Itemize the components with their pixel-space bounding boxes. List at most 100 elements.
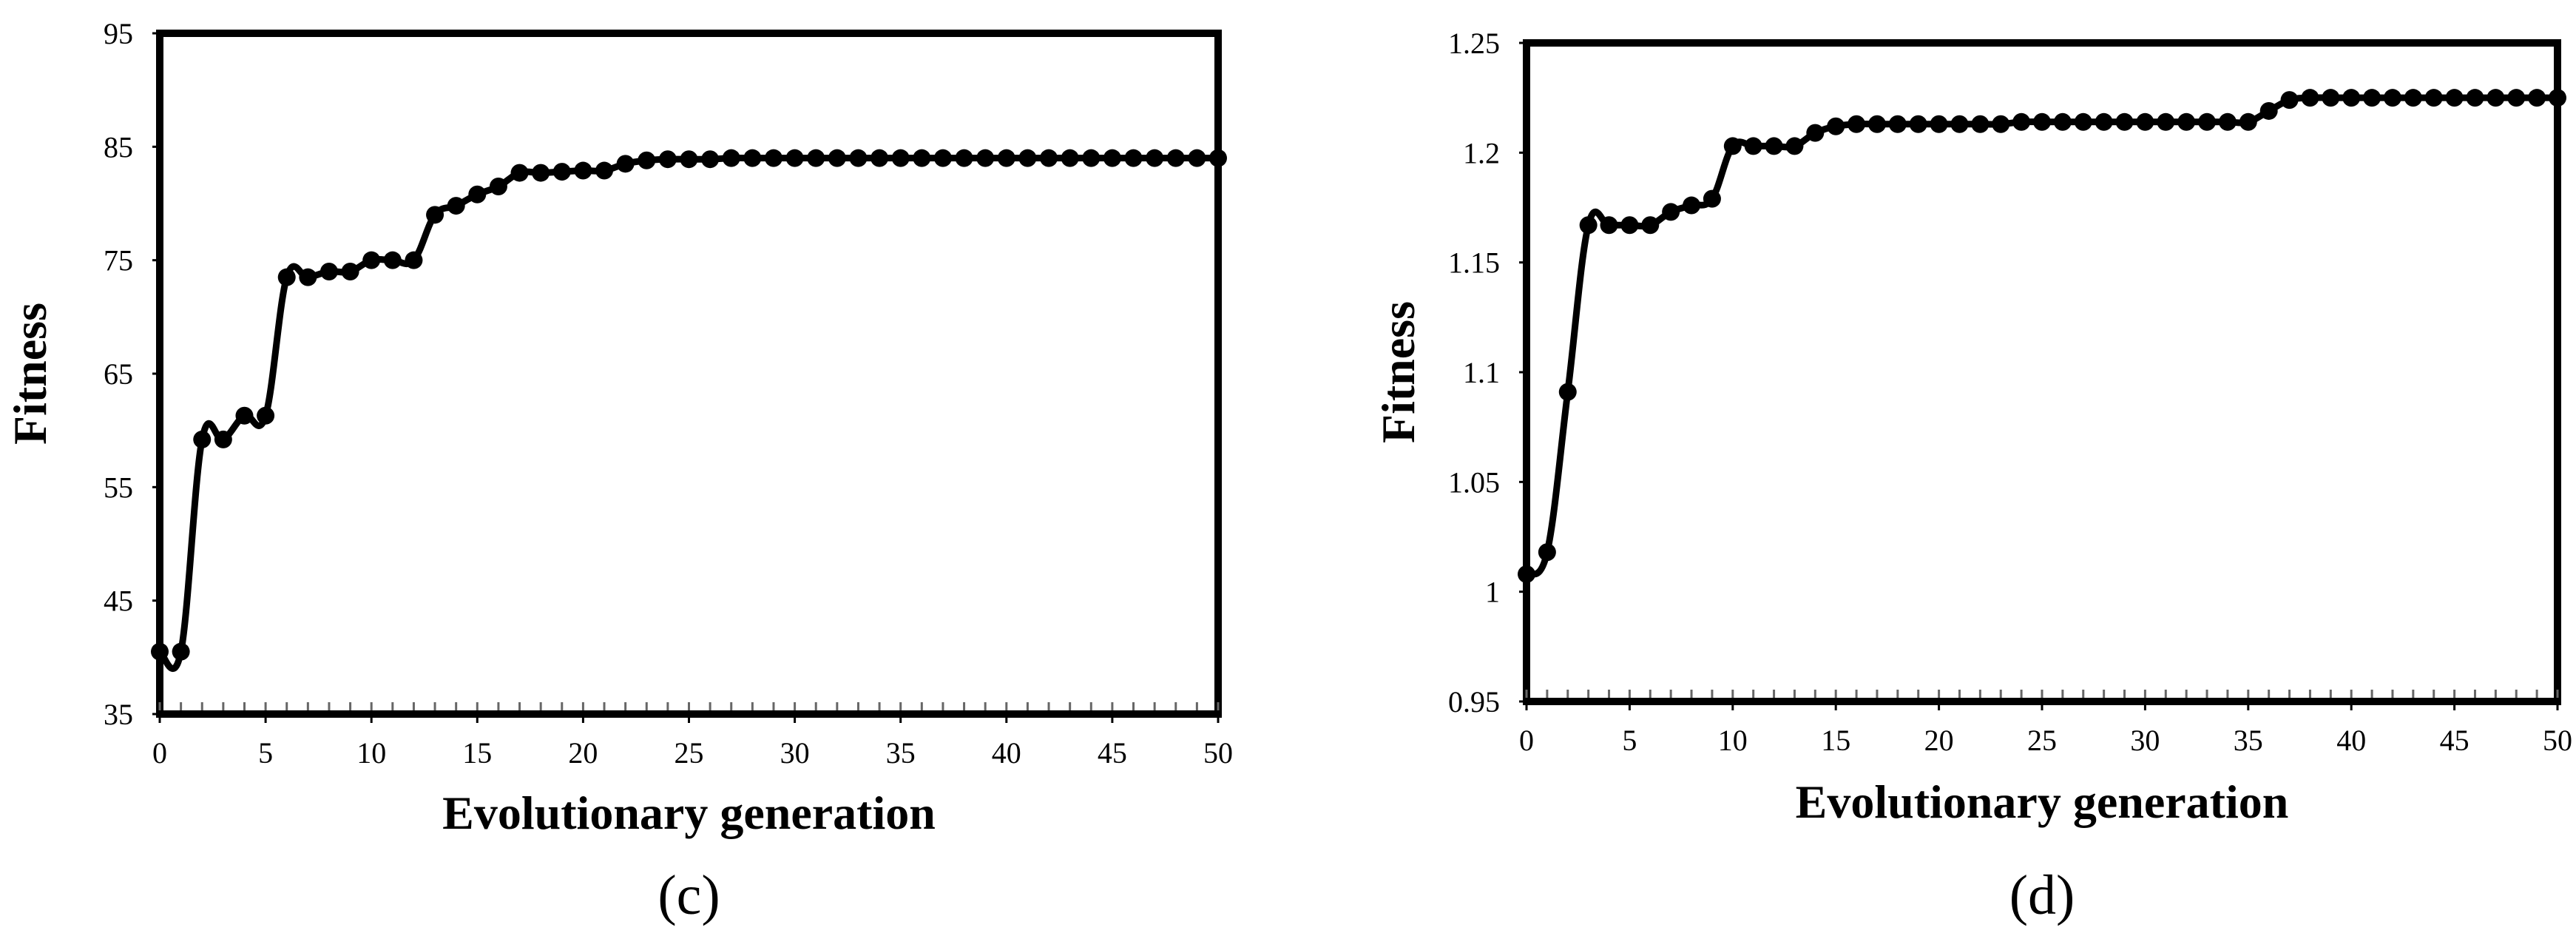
data-point <box>1683 196 1701 215</box>
data-point <box>1848 115 1866 133</box>
data-point <box>743 149 762 167</box>
x-tick-label: 25 <box>675 736 704 770</box>
data-point <box>764 149 782 167</box>
data-point <box>2342 89 2361 107</box>
x-tick-label: 20 <box>568 736 598 770</box>
data-point <box>595 161 614 180</box>
data-point <box>997 149 1015 167</box>
data-point <box>849 149 868 167</box>
data-point <box>1082 149 1101 167</box>
data-point <box>193 430 212 448</box>
data-point <box>1166 149 1185 167</box>
x-tick-label: 25 <box>2027 724 2057 757</box>
data-point <box>680 150 698 169</box>
data-point <box>1992 115 2010 133</box>
data-point <box>299 268 317 286</box>
data-point <box>1827 117 1845 135</box>
data-point <box>1188 149 1206 167</box>
data-point <box>2095 112 2113 131</box>
x-tick-label: 10 <box>356 736 386 770</box>
x-tick-label: 5 <box>258 736 273 770</box>
data-point <box>658 150 677 169</box>
data-point <box>976 149 995 167</box>
y-tick-label: 1.05 <box>1448 465 1500 499</box>
x-tick-label: 30 <box>2130 724 2160 757</box>
data-point <box>1971 115 1990 133</box>
x-axis-title: Evolutionary generation <box>1796 775 2289 828</box>
data-point <box>871 149 889 167</box>
data-point <box>2259 101 2278 120</box>
data-point <box>1040 149 1058 167</box>
data-point <box>1124 149 1143 167</box>
y-tick-label: 1.25 <box>1448 27 1500 60</box>
data-point <box>1744 137 1762 155</box>
data-point <box>172 642 190 661</box>
data-point <box>2466 89 2484 107</box>
data-point <box>235 406 254 425</box>
data-point <box>2507 89 2526 107</box>
data-point <box>891 149 910 167</box>
data-point <box>2487 89 2505 107</box>
series-line <box>1524 94 2558 578</box>
data-point <box>2157 112 2175 131</box>
data-point <box>2198 112 2217 131</box>
x-tick-label: 0 <box>1519 724 1534 757</box>
data-point <box>2218 112 2237 131</box>
x-tick-label: 50 <box>2543 724 2572 757</box>
data-point <box>510 164 529 182</box>
y-tick-label: 65 <box>104 357 133 391</box>
data-point <box>1930 115 1948 133</box>
data-point <box>2383 89 2401 107</box>
data-point <box>2445 89 2464 107</box>
data-point <box>1888 115 1907 133</box>
x-tick-label: 50 <box>1203 736 1233 770</box>
data-point <box>2363 89 2381 107</box>
y-tick-label: 1.2 <box>1463 136 1500 169</box>
y-axis-title: Fitness <box>1372 301 1424 443</box>
data-point <box>2528 89 2546 107</box>
data-point <box>426 206 444 224</box>
data-point <box>2424 89 2443 107</box>
data-point <box>341 263 359 280</box>
data-point <box>616 155 635 173</box>
x-tick-label: 45 <box>2440 724 2469 757</box>
y-tick-label: 75 <box>104 244 133 277</box>
data-point <box>468 185 487 203</box>
y-tick-label: 0.95 <box>1448 685 1500 718</box>
data-point <box>701 150 720 169</box>
data-point <box>2136 112 2154 131</box>
data-point <box>1703 189 1721 208</box>
y-axis-title: Fitness <box>4 303 56 445</box>
y-tick-label: 95 <box>104 17 133 50</box>
data-point <box>320 263 338 280</box>
x-tick-label: 35 <box>2234 724 2263 757</box>
y-tick-label: 1 <box>1485 576 1500 609</box>
data-point <box>1867 115 1886 133</box>
data-point <box>447 197 465 215</box>
x-tick-label: 45 <box>1098 736 1127 770</box>
data-point <box>1641 216 1660 235</box>
data-point <box>2239 112 2257 131</box>
data-point <box>1538 543 1556 562</box>
data-point <box>362 251 381 269</box>
data-point <box>2012 112 2031 131</box>
data-point <box>1765 137 1783 155</box>
data-point <box>257 406 275 425</box>
data-point <box>2177 112 2196 131</box>
data-point <box>214 430 232 448</box>
y-tick-label: 45 <box>104 585 133 618</box>
plot-frame <box>156 30 1222 718</box>
x-tick-label: 40 <box>992 736 1021 770</box>
data-point <box>1209 149 1227 167</box>
chart-panel-c: 35 45 55 65 75 85 95 0 5 10 15 20 25 30 35 40 45 50 Evolut… <box>4 17 1233 926</box>
data-point <box>1061 149 1079 167</box>
data-point <box>383 251 402 269</box>
data-point <box>1909 115 1927 133</box>
data-point <box>2053 112 2072 131</box>
x-tick-label: 15 <box>1821 724 1850 757</box>
data-point <box>2404 89 2422 107</box>
chart-panel-d: 0.95 1 1.05 1.1 1.15 1.2 1.25 0 5 10 15 20 25 30 35 40 4… <box>1372 27 2572 926</box>
data-point <box>2115 112 2134 131</box>
data-point <box>1518 565 1535 583</box>
plot-frame <box>1523 39 2561 705</box>
